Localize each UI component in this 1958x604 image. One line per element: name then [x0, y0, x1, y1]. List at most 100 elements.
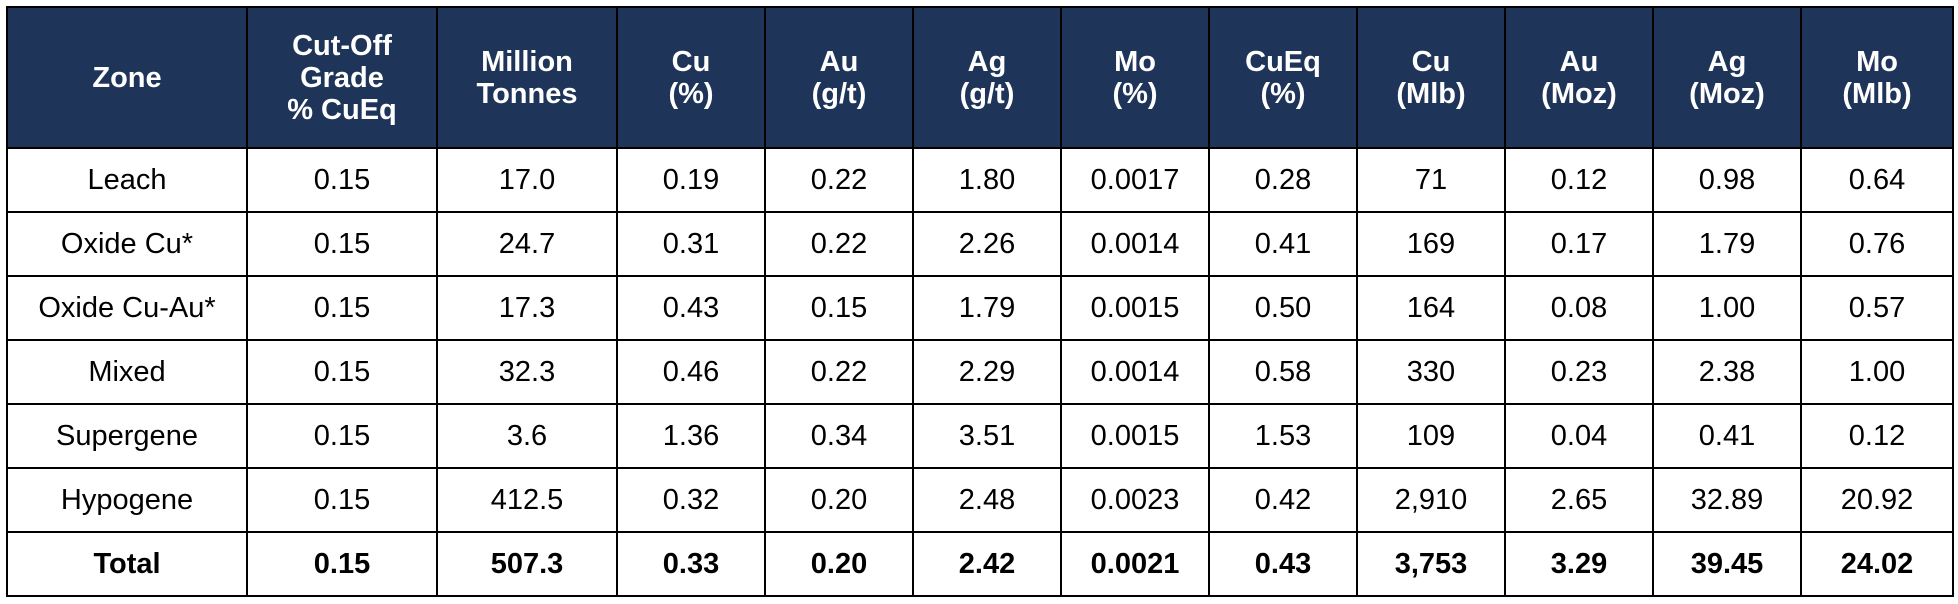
table-cell: 0.0015	[1060, 403, 1210, 469]
table-cell: 109	[1356, 403, 1506, 469]
header-mo-contained: Mo (Mlb)	[1800, 6, 1954, 149]
header-cutoff-grade: Cut-Off Grade% CuEq	[246, 6, 438, 149]
table-cell: 0.15	[246, 275, 438, 341]
table-cell: 0.28	[1208, 147, 1358, 213]
table-cell: 0.22	[764, 147, 914, 213]
total-cell: 3,753	[1356, 531, 1506, 597]
table-cell: 0.43	[616, 275, 766, 341]
table-cell: 3.6	[436, 403, 618, 469]
table-cell: 0.64	[1800, 147, 1954, 213]
table-cell: 330	[1356, 339, 1506, 405]
table-cell: 0.22	[764, 339, 914, 405]
table-cell: 24.7	[436, 211, 618, 277]
table-cell: 0.31	[616, 211, 766, 277]
table-cell: 0.15	[246, 467, 438, 533]
zone-cell: Hypogene	[6, 467, 248, 533]
header-au-contained: Au (Moz)	[1504, 6, 1654, 149]
total-label: Total	[6, 531, 248, 597]
table-cell: 0.58	[1208, 339, 1358, 405]
table-cell: 0.0023	[1060, 467, 1210, 533]
total-cell: 0.20	[764, 531, 914, 597]
header-au-grade: Au (g/t)	[764, 6, 914, 149]
table-cell: 164	[1356, 275, 1506, 341]
table-row: Mixed 0.15 32.3 0.46 0.22 2.29 0.0014 0.…	[6, 339, 1954, 405]
table-cell: 0.12	[1504, 147, 1654, 213]
table-cell: 0.57	[1800, 275, 1954, 341]
total-cell: 0.0021	[1060, 531, 1210, 597]
header-cueq-grade: CuEq (%)	[1208, 6, 1358, 149]
table-cell: 0.0014	[1060, 211, 1210, 277]
zone-cell: Oxide Cu*	[6, 211, 248, 277]
total-cell: 0.15	[246, 531, 438, 597]
table-cell: 2.65	[1504, 467, 1654, 533]
table-cell: 0.20	[764, 467, 914, 533]
table-cell: 0.0014	[1060, 339, 1210, 405]
table-cell: 0.41	[1208, 211, 1358, 277]
table-cell: 1.36	[616, 403, 766, 469]
table-cell: 17.3	[436, 275, 618, 341]
table-cell: 0.50	[1208, 275, 1358, 341]
table-cell: 0.17	[1504, 211, 1654, 277]
header-row: Zone Cut-Off Grade% CuEq Million Tonnes Cu…	[6, 6, 1954, 149]
header-cu-grade: Cu (%)	[616, 6, 766, 149]
table-cell: 0.46	[616, 339, 766, 405]
total-row: Total 0.15 507.3 0.33 0.20 2.42 0.0021 0…	[6, 531, 1954, 597]
table-cell: 0.15	[246, 147, 438, 213]
table-cell: 3.51	[912, 403, 1062, 469]
table-cell: 0.15	[246, 211, 438, 277]
header-ag-grade: Ag (g/t)	[912, 6, 1062, 149]
table-cell: 1.80	[912, 147, 1062, 213]
table-cell: 32.89	[1652, 467, 1802, 533]
table-cell: 0.0017	[1060, 147, 1210, 213]
total-cell: 39.45	[1652, 531, 1802, 597]
total-cell: 2.42	[912, 531, 1062, 597]
table-cell: 2.26	[912, 211, 1062, 277]
table-cell: 71	[1356, 147, 1506, 213]
table-cell: 1.53	[1208, 403, 1358, 469]
table-cell: 20.92	[1800, 467, 1954, 533]
resource-table: Zone Cut-Off Grade% CuEq Million Tonnes Cu…	[6, 6, 1954, 597]
header-million-tonnes: Million Tonnes	[436, 6, 618, 149]
table-cell: 1.79	[912, 275, 1062, 341]
total-cell: 24.02	[1800, 531, 1954, 597]
header-mo-grade: Mo (%)	[1060, 6, 1210, 149]
table-cell: 1.00	[1652, 275, 1802, 341]
table-cell: 0.15	[246, 403, 438, 469]
zone-cell: Supergene	[6, 403, 248, 469]
table-cell: 0.12	[1800, 403, 1954, 469]
table-cell: 2,910	[1356, 467, 1506, 533]
total-cell: 3.29	[1504, 531, 1654, 597]
zone-cell: Mixed	[6, 339, 248, 405]
table-cell: 0.42	[1208, 467, 1358, 533]
table-cell: 0.76	[1800, 211, 1954, 277]
table-cell: 2.29	[912, 339, 1062, 405]
table-cell: 0.22	[764, 211, 914, 277]
table-cell: 0.0015	[1060, 275, 1210, 341]
table-cell: 169	[1356, 211, 1506, 277]
total-cell: 507.3	[436, 531, 618, 597]
zone-cell: Oxide Cu-Au*	[6, 275, 248, 341]
table-cell: 0.23	[1504, 339, 1654, 405]
table-cell: 1.79	[1652, 211, 1802, 277]
table-cell: 0.19	[616, 147, 766, 213]
table-cell: 0.41	[1652, 403, 1802, 469]
header-cu-contained: Cu (Mlb)	[1356, 6, 1506, 149]
table-row: Hypogene 0.15 412.5 0.32 0.20 2.48 0.002…	[6, 467, 1954, 533]
table-cell: 0.32	[616, 467, 766, 533]
total-cell: 0.43	[1208, 531, 1358, 597]
header-ag-contained: Ag (Moz)	[1652, 6, 1802, 149]
table-cell: 0.15	[764, 275, 914, 341]
table-row: Oxide Cu* 0.15 24.7 0.31 0.22 2.26 0.001…	[6, 211, 1954, 277]
table-cell: 0.15	[246, 339, 438, 405]
table-cell: 0.08	[1504, 275, 1654, 341]
table-cell: 0.34	[764, 403, 914, 469]
zone-cell: Leach	[6, 147, 248, 213]
header-zone: Zone	[6, 6, 248, 149]
table-cell: 1.00	[1800, 339, 1954, 405]
table-cell: 412.5	[436, 467, 618, 533]
table-cell: 2.38	[1652, 339, 1802, 405]
table-row: Leach 0.15 17.0 0.19 0.22 1.80 0.0017 0.…	[6, 147, 1954, 213]
table-cell: 32.3	[436, 339, 618, 405]
table-cell: 0.04	[1504, 403, 1654, 469]
table-cell: 17.0	[436, 147, 618, 213]
